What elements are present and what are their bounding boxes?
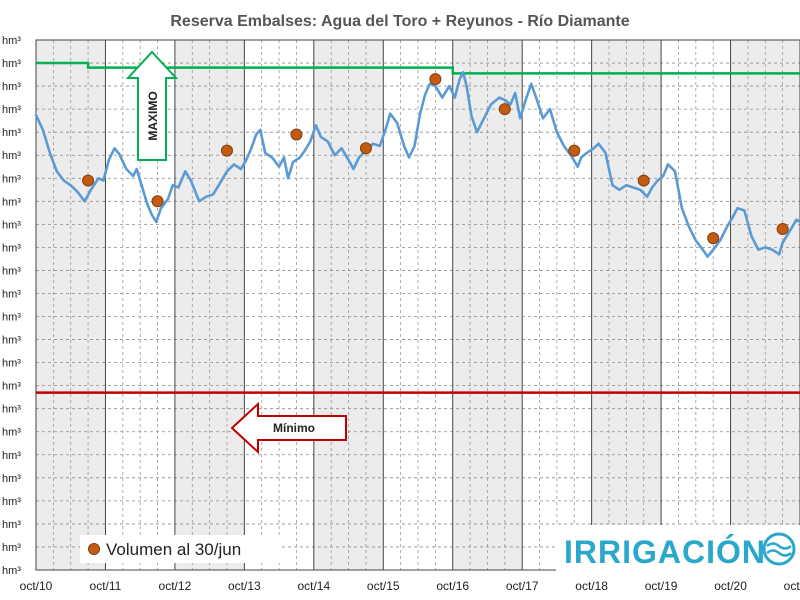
data-point-marker — [290, 128, 303, 141]
maximo-path — [36, 61, 800, 75]
maximo-line — [36, 61, 800, 75]
irrigacion-logo: IRRIGACIÓN — [556, 525, 800, 575]
y-tick-label: hm³ — [2, 104, 21, 116]
y-tick-label: hm³ — [2, 35, 21, 47]
y-tick-label: hm³ — [2, 381, 21, 393]
y-tick-label: hm³ — [2, 219, 21, 231]
x-tick-label: oct/10 — [20, 579, 53, 593]
y-tick-label: hm³ — [2, 496, 21, 508]
legend-marker — [88, 543, 100, 555]
wave-icon — [762, 532, 796, 566]
x-tick-label: oct/11 — [90, 579, 122, 593]
volumen-30jun-markers — [82, 73, 789, 245]
x-tick-label: oct/17 — [506, 579, 539, 593]
y-tick-label: hm³ — [2, 265, 21, 277]
y-tick-label: hm³ — [2, 450, 21, 462]
x-tick-label: oct/20 — [714, 579, 747, 593]
data-point-marker — [359, 142, 372, 155]
data-point-marker — [82, 174, 95, 187]
y-tick-label: hm³ — [2, 150, 21, 162]
y-tick-label: hm³ — [2, 473, 21, 485]
minimo-annotation: Mínimo — [230, 401, 347, 455]
data-point-marker — [151, 195, 164, 208]
y-tick-label: hm³ — [2, 173, 21, 185]
y-tick-label: hm³ — [2, 358, 21, 370]
y-tick-label: hm³ — [2, 404, 21, 416]
minimo-label: Mínimo — [273, 421, 315, 435]
chart-title: Reserva Embalses: Agua del Toro + Reyuno… — [170, 13, 629, 30]
x-tick-label: oct/21 — [784, 579, 800, 593]
data-point-marker — [568, 144, 581, 157]
plot-border — [35, 39, 800, 571]
y-tick-label: hm³ — [2, 288, 21, 300]
x-tick-label: oct/13 — [228, 579, 261, 593]
x-tick-label: oct/12 — [159, 579, 192, 593]
y-tick-label: hm³ — [2, 242, 21, 254]
y-tick-label: hm³ — [2, 81, 21, 93]
logo-text: IRRIGACIÓN — [564, 534, 766, 570]
y-axis-ticks: hm³ hm³ hm³ hm³ hm³ hm³ hm³ hm³ hm³ hm³ hm³ hm³ hm³ h… — [2, 35, 21, 577]
grid-lines — [35, 39, 800, 571]
data-point-marker — [776, 222, 789, 235]
logo-background — [556, 525, 800, 575]
data-point-marker — [637, 174, 650, 187]
y-tick-label: hm³ — [2, 312, 21, 324]
y-tick-label: hm³ — [2, 196, 21, 208]
y-tick-label: hm³ — [2, 542, 21, 554]
maximo-arrow-icon — [125, 50, 179, 161]
data-point-marker — [707, 232, 720, 245]
x-tick-label: oct/16 — [436, 579, 469, 593]
x-axis-ticks: oct/10 oct/11 oct/12 oct/13 oct/14 oct/15 oct/… — [20, 579, 800, 593]
x-tick-label: oct/19 — [645, 579, 678, 593]
y-tick-label: hm³ — [2, 58, 21, 70]
x-tick-label: oct/15 — [367, 579, 400, 593]
minimo-arrow-icon — [230, 401, 347, 455]
data-point-marker — [498, 103, 511, 116]
y-tick-label: hm³ — [2, 127, 21, 139]
data-point-marker — [221, 144, 233, 157]
y-tick-label: hm³ — [2, 427, 21, 439]
legend-box — [80, 535, 280, 563]
x-tick-label: oct/18 — [575, 579, 608, 593]
y-tick-label: hm³ — [2, 565, 21, 577]
y-tick-label: hm³ — [2, 335, 21, 347]
maximo-label: MAXIMO — [146, 91, 160, 140]
maximo-annotation: MAXIMO — [125, 50, 179, 161]
legend-label: Volumen al 30/jun — [106, 540, 241, 559]
legend: Volumen al 30/jun — [80, 535, 280, 563]
data-point-marker — [429, 73, 442, 86]
x-tick-label: oct/14 — [297, 579, 330, 593]
y-tick-label: hm³ — [2, 519, 21, 531]
reserva-series-line — [34, 71, 800, 258]
